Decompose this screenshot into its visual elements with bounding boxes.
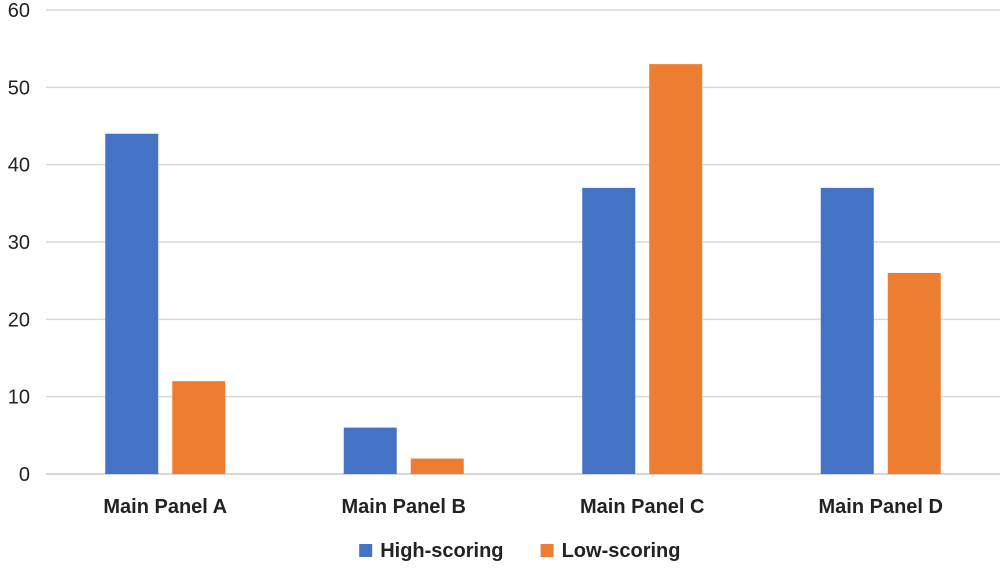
bar-low-scoring-main-panel-a bbox=[172, 381, 226, 474]
y-axis-ticks: 0 10 20 30 40 50 60 bbox=[8, 0, 30, 486]
y-tick-label: 20 bbox=[8, 309, 30, 331]
y-tick-label: 60 bbox=[8, 0, 30, 22]
x-category-label: Main Panel D bbox=[819, 496, 943, 518]
y-tick-label: 30 bbox=[8, 232, 30, 254]
y-tick-label: 10 bbox=[8, 387, 30, 409]
x-category-label: Main Panel C bbox=[580, 496, 704, 518]
legend: High-scoring Low-scoring bbox=[359, 540, 680, 562]
bars bbox=[105, 64, 941, 474]
legend-label: Low-scoring bbox=[562, 540, 681, 562]
y-tick-label: 40 bbox=[8, 155, 30, 177]
y-tick-label: 0 bbox=[19, 464, 30, 486]
x-axis-labels: Main Panel A Main Panel B Main Panel C Main… bbox=[103, 496, 943, 518]
bar-high-scoring-main-panel-c bbox=[582, 187, 636, 474]
bar-low-scoring-main-panel-b bbox=[410, 458, 464, 474]
x-category-label: Main Panel B bbox=[342, 496, 466, 518]
legend-label: High-scoring bbox=[380, 540, 503, 562]
bar-high-scoring-main-panel-a bbox=[105, 133, 159, 474]
legend-swatch-low-scoring bbox=[540, 544, 554, 557]
x-category-label: Main Panel A bbox=[103, 496, 227, 518]
bar-high-scoring-main-panel-d bbox=[820, 187, 874, 474]
legend-swatch-high-scoring bbox=[359, 544, 373, 557]
bar-low-scoring-main-panel-d bbox=[887, 272, 941, 474]
bar-high-scoring-main-panel-b bbox=[343, 427, 397, 474]
bar-low-scoring-main-panel-c bbox=[649, 64, 703, 474]
y-tick-label: 50 bbox=[8, 77, 30, 99]
